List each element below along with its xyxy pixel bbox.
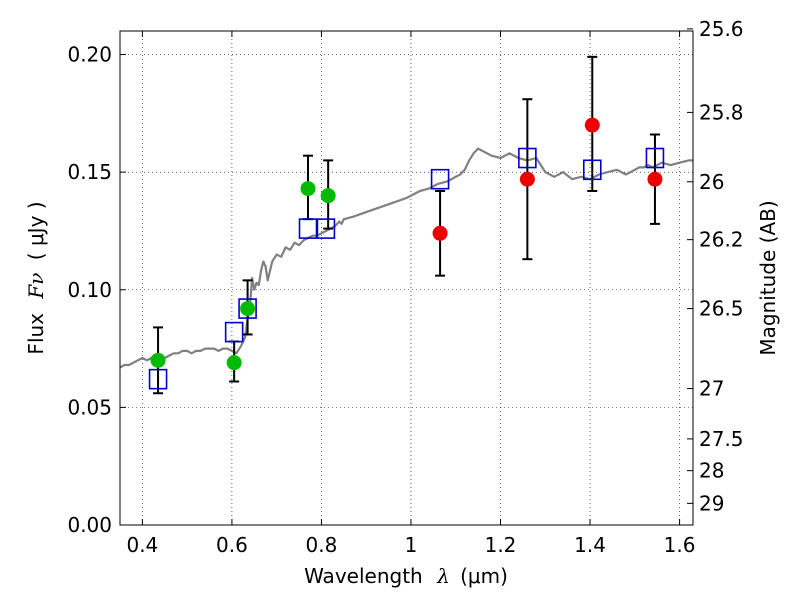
y-tick-label: 0.05	[67, 395, 112, 419]
x-tick-label: 1.4	[574, 533, 606, 557]
model-point-square	[518, 147, 537, 169]
data-layer	[120, 55, 693, 395]
model-point-square	[148, 368, 168, 390]
model-point-square	[224, 321, 244, 343]
model-point-square	[316, 218, 336, 239]
observed-point	[647, 171, 663, 187]
observed-point	[432, 225, 448, 241]
y-tick-label: 0.20	[67, 43, 112, 67]
model-point-square	[582, 159, 602, 181]
y2-tick-label: 29	[699, 491, 724, 515]
observed-point	[519, 171, 535, 187]
x-tick-label: 0.4	[126, 533, 158, 557]
x-tick-label: 0.6	[216, 533, 248, 557]
observed-point	[300, 181, 316, 197]
x-tick-label: 1	[405, 533, 418, 557]
y-tick-label: 0.00	[67, 513, 112, 537]
x-axis-label: Wavelength λ (μm)	[304, 564, 508, 588]
y2-axis-label: Magnitude (AB)	[756, 200, 780, 355]
y-axis-label-symbol: Fν	[24, 273, 48, 300]
model-point-square	[238, 298, 257, 319]
x-tick-label: 1.2	[485, 533, 517, 557]
y-axis-label: Flux Fν ( μJy )	[24, 201, 48, 354]
observed-point	[584, 117, 600, 133]
y-axis-label-text: Flux	[24, 313, 48, 355]
observed-point	[150, 352, 166, 368]
y2-tick-label: 26.2	[699, 228, 744, 252]
y2-tick-label: 27.5	[699, 427, 744, 451]
y-tick-label: 0.15	[67, 160, 112, 184]
x-axis-label-text: Wavelength	[304, 564, 423, 588]
model-point-square	[645, 147, 665, 169]
x-axis-label-symbol: λ	[436, 564, 450, 588]
y-tick-label: 0.10	[67, 278, 112, 302]
y2-tick-label: 28	[699, 459, 724, 483]
spectrum-line	[120, 147, 693, 369]
x-axis-label-unit: (μm)	[460, 564, 508, 588]
y2-tick-label: 26	[699, 170, 724, 194]
x-tick-label: 1.6	[664, 533, 696, 557]
x-tick-label: 0.8	[306, 533, 338, 557]
y2-tick-label: 26.5	[699, 297, 744, 321]
y2-tick-label: 25.6	[699, 17, 744, 41]
plot-background	[120, 31, 693, 525]
y2-tick-label: 27	[699, 377, 724, 401]
y2-tick-label: 25.8	[699, 100, 744, 124]
model-point-square	[430, 168, 450, 190]
plot-frame	[119, 30, 694, 526]
observed-point	[320, 188, 336, 204]
observed-point	[240, 301, 256, 317]
ticks: 0.4 0.6 0.8 1 1.2 1.4 1.6 0.00 0.05 0.10 0.15 0.20 2…	[67, 17, 743, 557]
observed-point	[226, 355, 242, 371]
y-axis-label-unit: ( μJy )	[24, 201, 48, 260]
model-point-square	[298, 218, 318, 239]
